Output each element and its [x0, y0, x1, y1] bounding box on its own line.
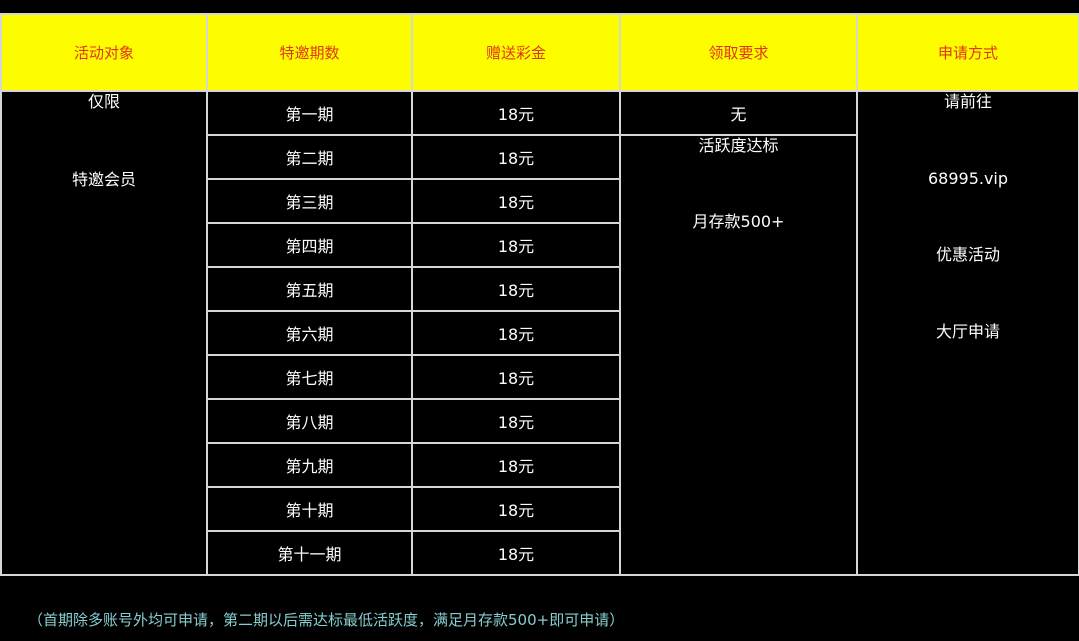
apply-method-site: 68995.vip [927, 169, 1009, 188]
table-row: 第八期 18元 [1, 398, 1079, 444]
requirement-line: 月存款500+ [692, 212, 785, 231]
activity-target-line: 仅限 [87, 92, 120, 111]
cell-bonus: 18元 [411, 222, 621, 268]
cell-bonus: 18元 [411, 90, 621, 136]
cell-bonus: 18元 [411, 178, 621, 224]
table-row: 第九期 18元 [1, 442, 1079, 488]
cell-period: 第二期 [206, 134, 413, 180]
header-requirement: 领取要求 [619, 13, 858, 92]
cell-period: 第七期 [206, 354, 413, 400]
table-row: 第二期 18元 活跃度达标 月存款500+ [1, 134, 1079, 576]
cell-bonus: 18元 [411, 530, 621, 576]
cell-bonus: 18元 [411, 134, 621, 180]
table-row: 第七期 18元 [1, 354, 1079, 400]
cell-period: 第六期 [206, 310, 413, 356]
cell-requirement-none: 无 [619, 90, 858, 136]
cell-bonus: 18元 [411, 486, 621, 532]
cell-period: 第十期 [206, 486, 413, 532]
cell-activity-target: 仅限 特邀会员 [0, 90, 208, 576]
table-row: 第四期 18元 [1, 222, 1079, 268]
cell-period: 第八期 [206, 398, 413, 444]
apply-method-line: 请前往 [943, 92, 992, 111]
cell-bonus: 18元 [411, 266, 621, 312]
cell-bonus: 18元 [411, 354, 621, 400]
header-activity-target: 活动对象 [0, 13, 208, 92]
cell-period: 第五期 [206, 266, 413, 312]
cell-bonus: 18元 [411, 442, 621, 488]
cell-period: 第一期 [206, 90, 413, 136]
cell-period: 第九期 [206, 442, 413, 488]
table-row: 第十一期 18元 [1, 530, 1079, 576]
header-bonus: 赠送彩金 [411, 13, 621, 92]
table-row: 仅限 特邀会员 第一期 18元 无 请前往 68995.vip 优惠活动 大厅申… [0, 90, 1079, 576]
table-row: 第三期 18元 [1, 178, 1079, 224]
footnote: （首期除多账号外均可申请，第二期以后需达标最低活跃度，满足月存款500+即可申请… [28, 611, 625, 629]
table-row: 第十期 18元 [1, 486, 1079, 532]
requirement-line: 活跃度达标 [698, 136, 779, 155]
table-row: 第五期 18元 [1, 266, 1079, 312]
apply-method-line: 优惠活动 [935, 245, 1000, 264]
header-row: 活动对象 特邀期数 赠送彩金 领取要求 申请方式 [0, 13, 1079, 92]
cell-apply-method: 请前往 68995.vip 优惠活动 大厅申请 [856, 90, 1079, 576]
apply-method-line: 大厅申请 [935, 322, 1000, 341]
table-row: 第六期 18元 [1, 310, 1079, 356]
cell-bonus: 18元 [411, 310, 621, 356]
cell-period: 第三期 [206, 178, 413, 224]
cell-period: 第四期 [206, 222, 413, 268]
cell-requirement: 活跃度达标 月存款500+ [619, 134, 858, 576]
cell-bonus: 18元 [411, 398, 621, 444]
cell-period: 第十一期 [206, 530, 413, 576]
header-invite-period: 特邀期数 [206, 13, 413, 92]
activity-target-line: 特邀会员 [71, 170, 136, 189]
promo-table: 活动对象 特邀期数 赠送彩金 领取要求 申请方式 仅限 特邀会员 第一期 18元… [0, 13, 1079, 576]
header-apply-method: 申请方式 [856, 13, 1079, 92]
